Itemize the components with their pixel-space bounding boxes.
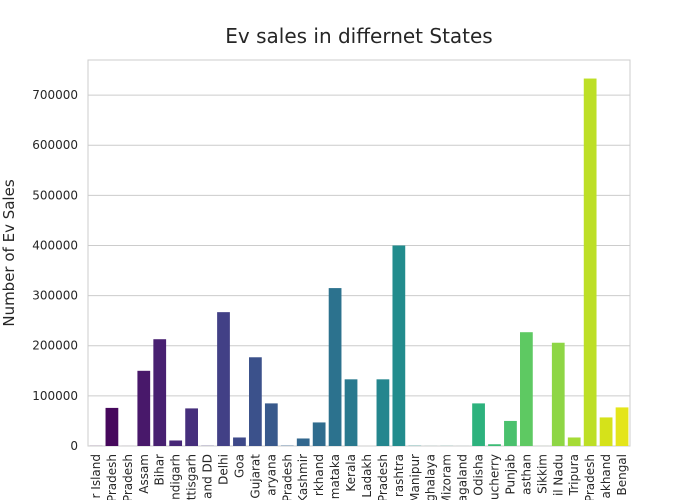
- bar: [376, 379, 390, 446]
- bar: [328, 288, 342, 446]
- x-tick-label: Pradesh: [583, 454, 597, 500]
- x-tick-label: r Island: [89, 454, 103, 498]
- bar: [567, 437, 581, 446]
- y-tick-label: 200000: [32, 339, 78, 353]
- x-tick-label: ucherry: [488, 454, 502, 500]
- bar: [249, 357, 262, 446]
- bar: [296, 438, 310, 446]
- x-tick-label: ttisgarh: [185, 454, 199, 500]
- bar: [169, 440, 183, 446]
- y-tick-label: 500000: [32, 188, 78, 202]
- bar: [472, 403, 485, 446]
- y-tick-label: 0: [70, 439, 78, 453]
- y-tick-label: 300000: [32, 289, 78, 303]
- bar: [185, 408, 198, 446]
- x-tick-label: Mizoram: [440, 454, 454, 500]
- y-tick-label: 400000: [32, 238, 78, 252]
- x-tick-label: il Nadu: [551, 454, 565, 496]
- x-tick-label: Assam: [137, 454, 151, 494]
- x-tick-label: agaland: [456, 454, 470, 500]
- x-tick-label: Pradesh: [376, 454, 390, 500]
- bar: [504, 420, 517, 446]
- x-tick-label: Ladakh: [360, 454, 374, 498]
- bar: [583, 78, 597, 447]
- x-tick-label: akhand: [599, 454, 613, 498]
- x-tick-label: aryana: [264, 454, 278, 496]
- x-tick-label: Sikkim: [535, 454, 549, 494]
- x-tick-label: Punjab: [503, 454, 517, 495]
- bar: [312, 422, 326, 446]
- bar: [599, 417, 613, 446]
- x-tick-label: Goa: [232, 454, 246, 478]
- bar: [233, 437, 246, 446]
- bar: [264, 403, 278, 446]
- bar: [551, 342, 565, 446]
- y-axis-label: Number of Ev Sales: [0, 179, 18, 326]
- bar: [137, 370, 151, 446]
- x-tick-label: Bengal: [615, 454, 629, 496]
- bar: [615, 407, 629, 446]
- bar: [488, 444, 501, 446]
- bar: [105, 407, 119, 446]
- plot-frame: [87, 59, 631, 447]
- y-tick-label: 600000: [32, 138, 78, 152]
- x-tick-label: Tripura: [567, 454, 581, 496]
- x-tick-labels: r Island Pradesh Pradesh Assam Bihar ndigarh t…: [89, 454, 629, 500]
- x-tick-label: Pradesh: [105, 454, 119, 500]
- x-tick-label: ghalaya: [424, 454, 438, 500]
- chart-title: Ev sales in differnet States: [225, 24, 492, 48]
- x-tick-label: Kerala: [344, 454, 358, 492]
- x-tick-label: Bihar: [153, 454, 167, 486]
- bars: [89, 78, 629, 447]
- x-tick-label: rkhand: [312, 454, 326, 496]
- y-tick-labels: 0 100000 200000 300000 400000 500000 600000 700…: [32, 88, 78, 453]
- gridlines: [88, 94, 630, 447]
- x-tick-label: Manipur: [408, 454, 422, 500]
- x-tick-label: rashtra: [392, 454, 406, 497]
- x-tick-label: Kashmir: [296, 454, 310, 500]
- y-tick-label: 700000: [32, 88, 78, 102]
- x-tick-label: Gujarat: [248, 454, 262, 499]
- y-tick-label: 100000: [32, 389, 78, 403]
- bar: [520, 332, 533, 446]
- bar: [153, 339, 167, 446]
- x-tick-label: Delhi: [217, 454, 231, 485]
- x-tick-label: ndigarh: [169, 454, 183, 500]
- x-tick-label: Odisha: [472, 454, 486, 496]
- x-tick-label: mataka: [328, 454, 342, 499]
- x-tick-label: Pradesh: [121, 454, 135, 500]
- x-tick-label: Pradesh: [280, 454, 294, 500]
- bar: [217, 312, 230, 446]
- x-tick-label: and DD: [201, 454, 215, 499]
- x-tick-label: asthan: [519, 454, 533, 495]
- bar: [344, 379, 358, 446]
- bar: [392, 245, 406, 446]
